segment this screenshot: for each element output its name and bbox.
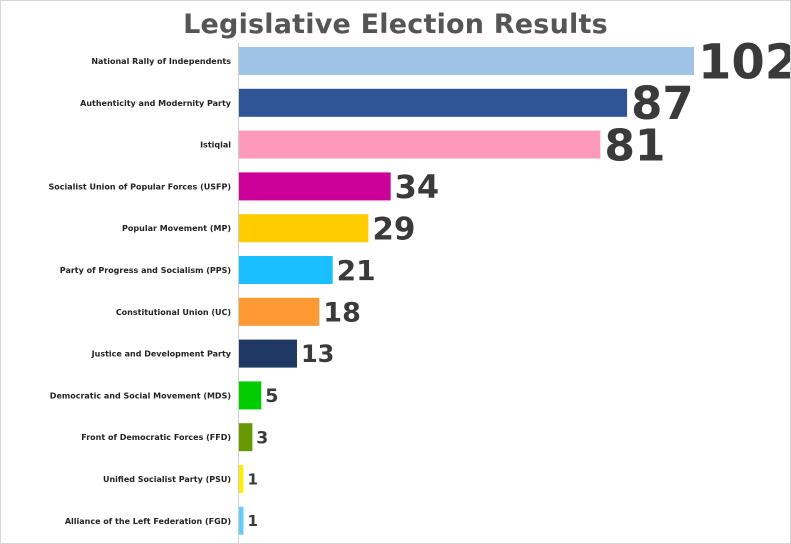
value-label: 5 [265,385,278,407]
value-label: 102 [698,34,790,90]
value-label: 1 [247,512,257,530]
value-label: 87 [631,77,694,130]
category-label: Authenticity and Modernity Party [80,99,232,108]
category-label: Democratic and Social Movement (MDS) [50,391,231,400]
bar [239,381,262,410]
bar [239,423,253,452]
category-label: Istiqlal [200,141,231,150]
category-label: Unified Socialist Party (PSU) [103,475,231,484]
value-label: 1 [247,470,257,488]
value-label: 18 [323,298,361,329]
bar [239,256,333,284]
category-label: Constitutional Union (UC) [116,308,231,317]
chart-title: Legislative Election Results [183,9,608,40]
value-label: 13 [301,340,334,368]
category-label: Socialist Union of Popular Forces (USFP) [48,182,231,191]
value-label: 34 [395,168,440,206]
bar [239,47,694,75]
category-label: National Rally of Independents [91,57,231,66]
value-label: 21 [337,254,376,287]
value-label: 3 [256,428,268,448]
category-label: Alliance of the Left Federation (FGD) [65,517,231,526]
bar [239,339,297,368]
bar [239,506,244,535]
value-label: 29 [372,211,415,247]
category-label: Justice and Development Party [91,350,232,359]
bar [239,172,391,201]
category-label: Party of Progress and Socialism (PPS) [60,266,231,275]
bar [239,214,369,243]
category-label: Popular Movement (MP) [122,224,231,233]
bar [239,297,320,326]
category-label: Front of Democratic Forces (FFD) [81,433,231,442]
bar [239,130,601,159]
value-label: 81 [604,120,665,171]
bar [239,88,628,117]
bar [239,465,244,493]
